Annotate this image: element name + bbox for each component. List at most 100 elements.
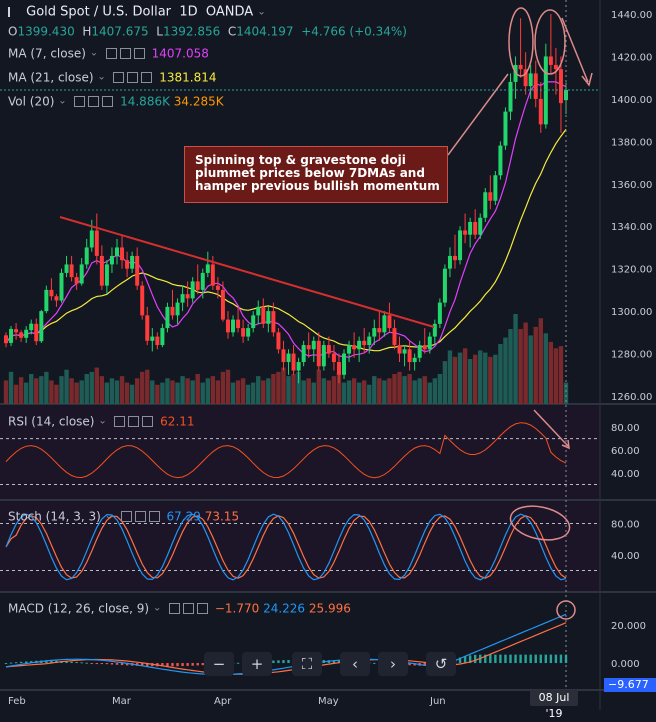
zoom-out-button[interactable]: − <box>204 652 234 676</box>
settings-icon[interactable] <box>128 416 140 427</box>
candle-body <box>140 285 145 316</box>
candle-body <box>558 69 563 104</box>
macd-tick-label: 0.000 <box>611 659 640 670</box>
candle-body <box>493 175 498 201</box>
chevron-down-icon[interactable]: ⌄ <box>89 47 99 59</box>
volume-bar <box>417 378 422 404</box>
volume-bar <box>437 374 443 404</box>
chevron-down-icon[interactable]: ⌄ <box>104 510 114 522</box>
remove-icon[interactable] <box>142 416 154 427</box>
candle-body <box>306 345 311 350</box>
macd-histogram-bar <box>19 661 23 664</box>
annotation-callout[interactable]: Spinning top & gravestone doji plummet p… <box>184 146 448 203</box>
volume-bar <box>34 378 39 404</box>
candle-body <box>417 345 422 358</box>
fullscreen-button[interactable]: ⛶ <box>292 652 322 676</box>
volume-legend[interactable]: Vol (20) ⌄ 14.886K 34.285K <box>8 93 224 110</box>
candle-body <box>483 192 488 218</box>
settings-icon[interactable] <box>182 603 194 614</box>
candle-body <box>432 323 437 337</box>
chevron-down-icon[interactable]: ⌄ <box>58 95 67 107</box>
visibility-icon[interactable] <box>168 603 180 614</box>
volume-bar <box>266 378 271 404</box>
candle-body <box>266 311 271 324</box>
volume-bar <box>190 380 195 404</box>
macd-histogram-bar <box>100 663 104 665</box>
settings-icon[interactable] <box>88 96 100 107</box>
chevron-down-icon[interactable]: ⌄ <box>98 415 107 427</box>
candle-body <box>387 315 392 329</box>
candle-body <box>478 217 483 235</box>
volume-bar <box>427 382 432 404</box>
candle-body <box>4 335 8 344</box>
ma7-label: MA (7, close) <box>8 46 86 61</box>
chevron-down-icon[interactable]: ⌄ <box>97 71 106 83</box>
volume-bar <box>245 384 251 404</box>
visibility-icon[interactable] <box>120 511 132 522</box>
candle-body <box>180 294 185 303</box>
candle-body <box>548 56 553 65</box>
remove-icon[interactable] <box>148 511 160 522</box>
volume-bar <box>402 376 407 404</box>
visibility-icon[interactable] <box>113 72 125 83</box>
macd-histogram-bar <box>201 663 204 666</box>
volume-bar <box>240 378 246 404</box>
candle-body <box>34 323 39 342</box>
highlight-ellipse <box>534 9 566 75</box>
volume-bar <box>462 348 468 404</box>
stoch-k-line <box>5 513 567 581</box>
settings-icon[interactable] <box>127 72 139 83</box>
volume-bar <box>382 380 387 404</box>
candle-body <box>155 336 160 346</box>
chevron-down-icon[interactable]: ⌄ <box>152 602 162 614</box>
volume-bar <box>397 371 402 404</box>
scroll-right-button[interactable]: › <box>378 652 408 676</box>
remove-icon[interactable] <box>141 72 153 83</box>
macd-histogram-bar <box>524 654 527 664</box>
stoch-legend[interactable]: Stoch (14, 3, 3) ⌄ 67.29 73.15 <box>8 508 239 525</box>
chevron-down-icon[interactable]: ⌄ <box>257 6 266 18</box>
volume-bar <box>99 376 105 404</box>
macd-legend[interactable]: MACD (12, 26, close, 9) ⌄ −1.770 24.226 … <box>8 600 351 617</box>
candle-body <box>473 221 478 235</box>
month-tick-label: Feb <box>8 696 26 707</box>
visibility-icon[interactable] <box>105 48 117 59</box>
candle-body <box>372 328 377 337</box>
symbol-legend[interactable]: Gold Spot / U.S. Dollar 1D OANDA ⌄ <box>8 4 266 21</box>
volume-value-2: 34.285K <box>173 94 224 109</box>
macd-histogram-bar <box>514 654 517 664</box>
exchange: OANDA <box>205 4 254 20</box>
visibility-icon[interactable] <box>114 416 126 427</box>
ma7-value: 1407.058 <box>151 46 209 61</box>
remove-icon[interactable] <box>102 96 114 107</box>
settings-icon[interactable] <box>134 511 146 522</box>
stoch-value-1: 67.29 <box>166 509 201 524</box>
rsi-tick-label: 40.00 <box>611 469 640 480</box>
candle-body <box>412 357 417 363</box>
candle-body <box>402 349 407 354</box>
candle-body <box>281 349 286 363</box>
zoom-in-button[interactable]: + <box>242 652 272 676</box>
ma7-legend[interactable]: MA (7, close) ⌄ 1407.058 <box>8 45 209 62</box>
visibility-icon[interactable] <box>74 96 86 107</box>
month-tick-label: Mar <box>112 696 132 707</box>
candle-body <box>236 319 241 329</box>
reset-chart-button[interactable]: ↺ <box>426 652 456 676</box>
volume-bar <box>483 352 488 404</box>
candle-body <box>39 311 44 342</box>
candle-body <box>125 260 130 269</box>
price-tick-label: 1360.00 <box>611 180 652 191</box>
candle-body <box>508 81 513 112</box>
collapse-icon[interactable] <box>8 7 18 18</box>
volume-bar <box>442 361 448 404</box>
macd-histogram-bar <box>70 661 73 664</box>
remove-icon[interactable] <box>196 603 208 614</box>
scroll-left-button[interactable]: ‹ <box>340 652 370 676</box>
volume-bar <box>296 371 301 404</box>
settings-icon[interactable] <box>119 48 131 59</box>
rsi-legend[interactable]: RSI (14, close) ⌄ 62.11 <box>8 413 195 430</box>
remove-icon[interactable] <box>133 48 145 59</box>
ma21-legend[interactable]: MA (21, close) ⌄ 1381.814 <box>8 69 217 86</box>
candle-body <box>286 353 291 363</box>
